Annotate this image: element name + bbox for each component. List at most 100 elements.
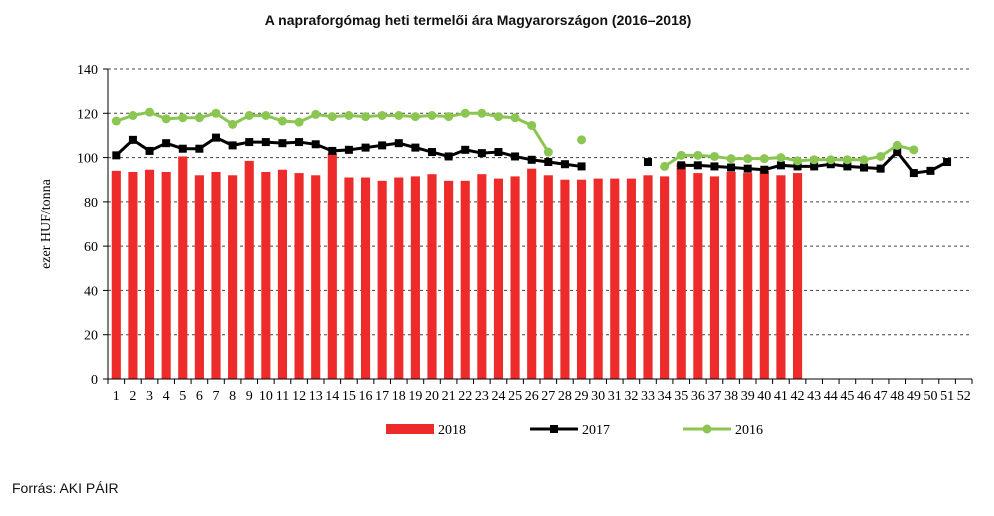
point-2017-15 xyxy=(344,145,353,154)
x-tick-label-36: 36 xyxy=(691,389,705,404)
y-tick-label-120: 120 xyxy=(77,107,98,122)
point-2017-14 xyxy=(328,146,337,155)
y-tick-label-40: 40 xyxy=(84,284,98,299)
y-tick-label-140: 140 xyxy=(77,63,98,78)
x-tick-label-52: 52 xyxy=(957,389,971,404)
bar-2018-4 xyxy=(161,171,171,379)
point-2016-49 xyxy=(909,145,919,155)
x-tick-label-48: 48 xyxy=(890,389,904,404)
point-2016-25 xyxy=(510,113,520,123)
point-2016-27 xyxy=(543,147,553,157)
point-2016-11 xyxy=(277,116,287,126)
point-2017-21 xyxy=(444,152,453,161)
x-tick-label-2: 2 xyxy=(129,389,136,404)
bar-2018-10 xyxy=(261,171,271,379)
x-tick-label-7: 7 xyxy=(213,389,220,404)
point-2016-7 xyxy=(211,108,221,118)
point-2016-26 xyxy=(527,120,537,130)
x-tick-label-51: 51 xyxy=(940,389,954,404)
x-tick-label-12: 12 xyxy=(292,389,306,404)
point-2016-14 xyxy=(327,112,337,122)
x-tick-label-43: 43 xyxy=(807,389,821,404)
x-tick-label-40: 40 xyxy=(757,389,771,404)
bar-2018-1 xyxy=(111,170,121,379)
point-2017-49 xyxy=(909,169,918,178)
y-axis-ticks: 0 20 40 60 80 100 120 140 xyxy=(77,63,108,388)
x-tick-label-49: 49 xyxy=(907,389,921,404)
point-2017-4 xyxy=(162,139,171,148)
x-tick-label-6: 6 xyxy=(196,389,203,404)
x-tick-label-20: 20 xyxy=(425,389,439,404)
bar-2018-19 xyxy=(410,176,420,379)
x-tick-label-26: 26 xyxy=(525,389,539,404)
point-2016-29 xyxy=(577,135,587,145)
bar-2018-21 xyxy=(444,180,454,379)
point-2017-6 xyxy=(195,144,204,153)
x-tick-label-9: 9 xyxy=(246,389,253,404)
point-2016-18 xyxy=(394,111,404,120)
point-2017-26 xyxy=(527,155,536,164)
bar-2018-39 xyxy=(743,173,753,379)
x-tick-label-33: 33 xyxy=(641,389,655,404)
legend-label-2018: 2018 xyxy=(438,423,466,438)
bar-2018-35 xyxy=(676,163,686,379)
bar-2018-6 xyxy=(194,175,204,379)
point-2016-36 xyxy=(693,150,703,160)
point-2016-17 xyxy=(377,111,387,120)
point-2016-13 xyxy=(311,109,321,119)
bar-2018-15 xyxy=(344,177,354,379)
point-2017-39 xyxy=(743,164,752,173)
bar-2018-26 xyxy=(527,168,537,379)
point-2017-17 xyxy=(378,141,387,150)
point-2017-16 xyxy=(361,143,370,152)
point-2017-8 xyxy=(228,141,237,150)
bar-2018-30 xyxy=(593,178,603,379)
point-2017-19 xyxy=(411,143,420,152)
x-tick-label-18: 18 xyxy=(392,389,406,404)
point-2017-50 xyxy=(926,166,935,175)
point-2016-46 xyxy=(859,155,869,165)
point-2017-7 xyxy=(212,133,220,142)
y-tick-label-100: 100 xyxy=(77,152,98,167)
x-tick-label-19: 19 xyxy=(408,389,422,404)
point-2016-45 xyxy=(842,155,852,165)
x-tick-label-28: 28 xyxy=(558,389,572,404)
legend-marker-2016 xyxy=(702,424,712,434)
point-2017-27 xyxy=(544,158,553,166)
x-tick-label-46: 46 xyxy=(857,389,871,404)
gridlines xyxy=(108,68,972,336)
bar-2018-13 xyxy=(311,175,321,379)
point-2017-37 xyxy=(710,162,719,171)
bar-2018-11 xyxy=(277,169,288,379)
x-tick-label-15: 15 xyxy=(342,389,356,404)
series-2018-bars xyxy=(111,153,803,379)
x-tick-label-34: 34 xyxy=(658,389,672,404)
x-tick-label-16: 16 xyxy=(359,389,373,404)
x-tick-label-4: 4 xyxy=(163,389,170,404)
bar-2018-29 xyxy=(576,179,587,379)
bar-2018-36 xyxy=(693,173,703,379)
bar-2018-5 xyxy=(178,156,188,379)
point-2016-40 xyxy=(759,154,769,164)
bar-2018-38 xyxy=(726,171,736,379)
bar-2018-33 xyxy=(643,175,653,379)
x-tick-label-45: 45 xyxy=(840,389,854,404)
point-2017-33 xyxy=(644,158,652,166)
point-2016-43 xyxy=(809,155,819,165)
legend-marker-2017 xyxy=(550,425,558,433)
x-tick-label-5: 5 xyxy=(179,389,186,404)
point-2016-23 xyxy=(477,108,487,118)
x-tick-label-14: 14 xyxy=(325,389,339,404)
point-2017-12 xyxy=(295,138,304,147)
x-tick-label-13: 13 xyxy=(309,389,323,404)
x-tick-label-10: 10 xyxy=(259,389,273,404)
point-2017-43 xyxy=(810,162,819,171)
point-2016-48 xyxy=(892,140,902,150)
y-axis-label: ezer HUF/tonna xyxy=(39,178,54,269)
x-tick-label-8: 8 xyxy=(229,389,236,404)
point-2017-22 xyxy=(461,145,470,154)
bar-2018-41 xyxy=(776,175,786,379)
bar-2018-28 xyxy=(560,179,570,379)
x-tick-label-47: 47 xyxy=(874,389,888,404)
